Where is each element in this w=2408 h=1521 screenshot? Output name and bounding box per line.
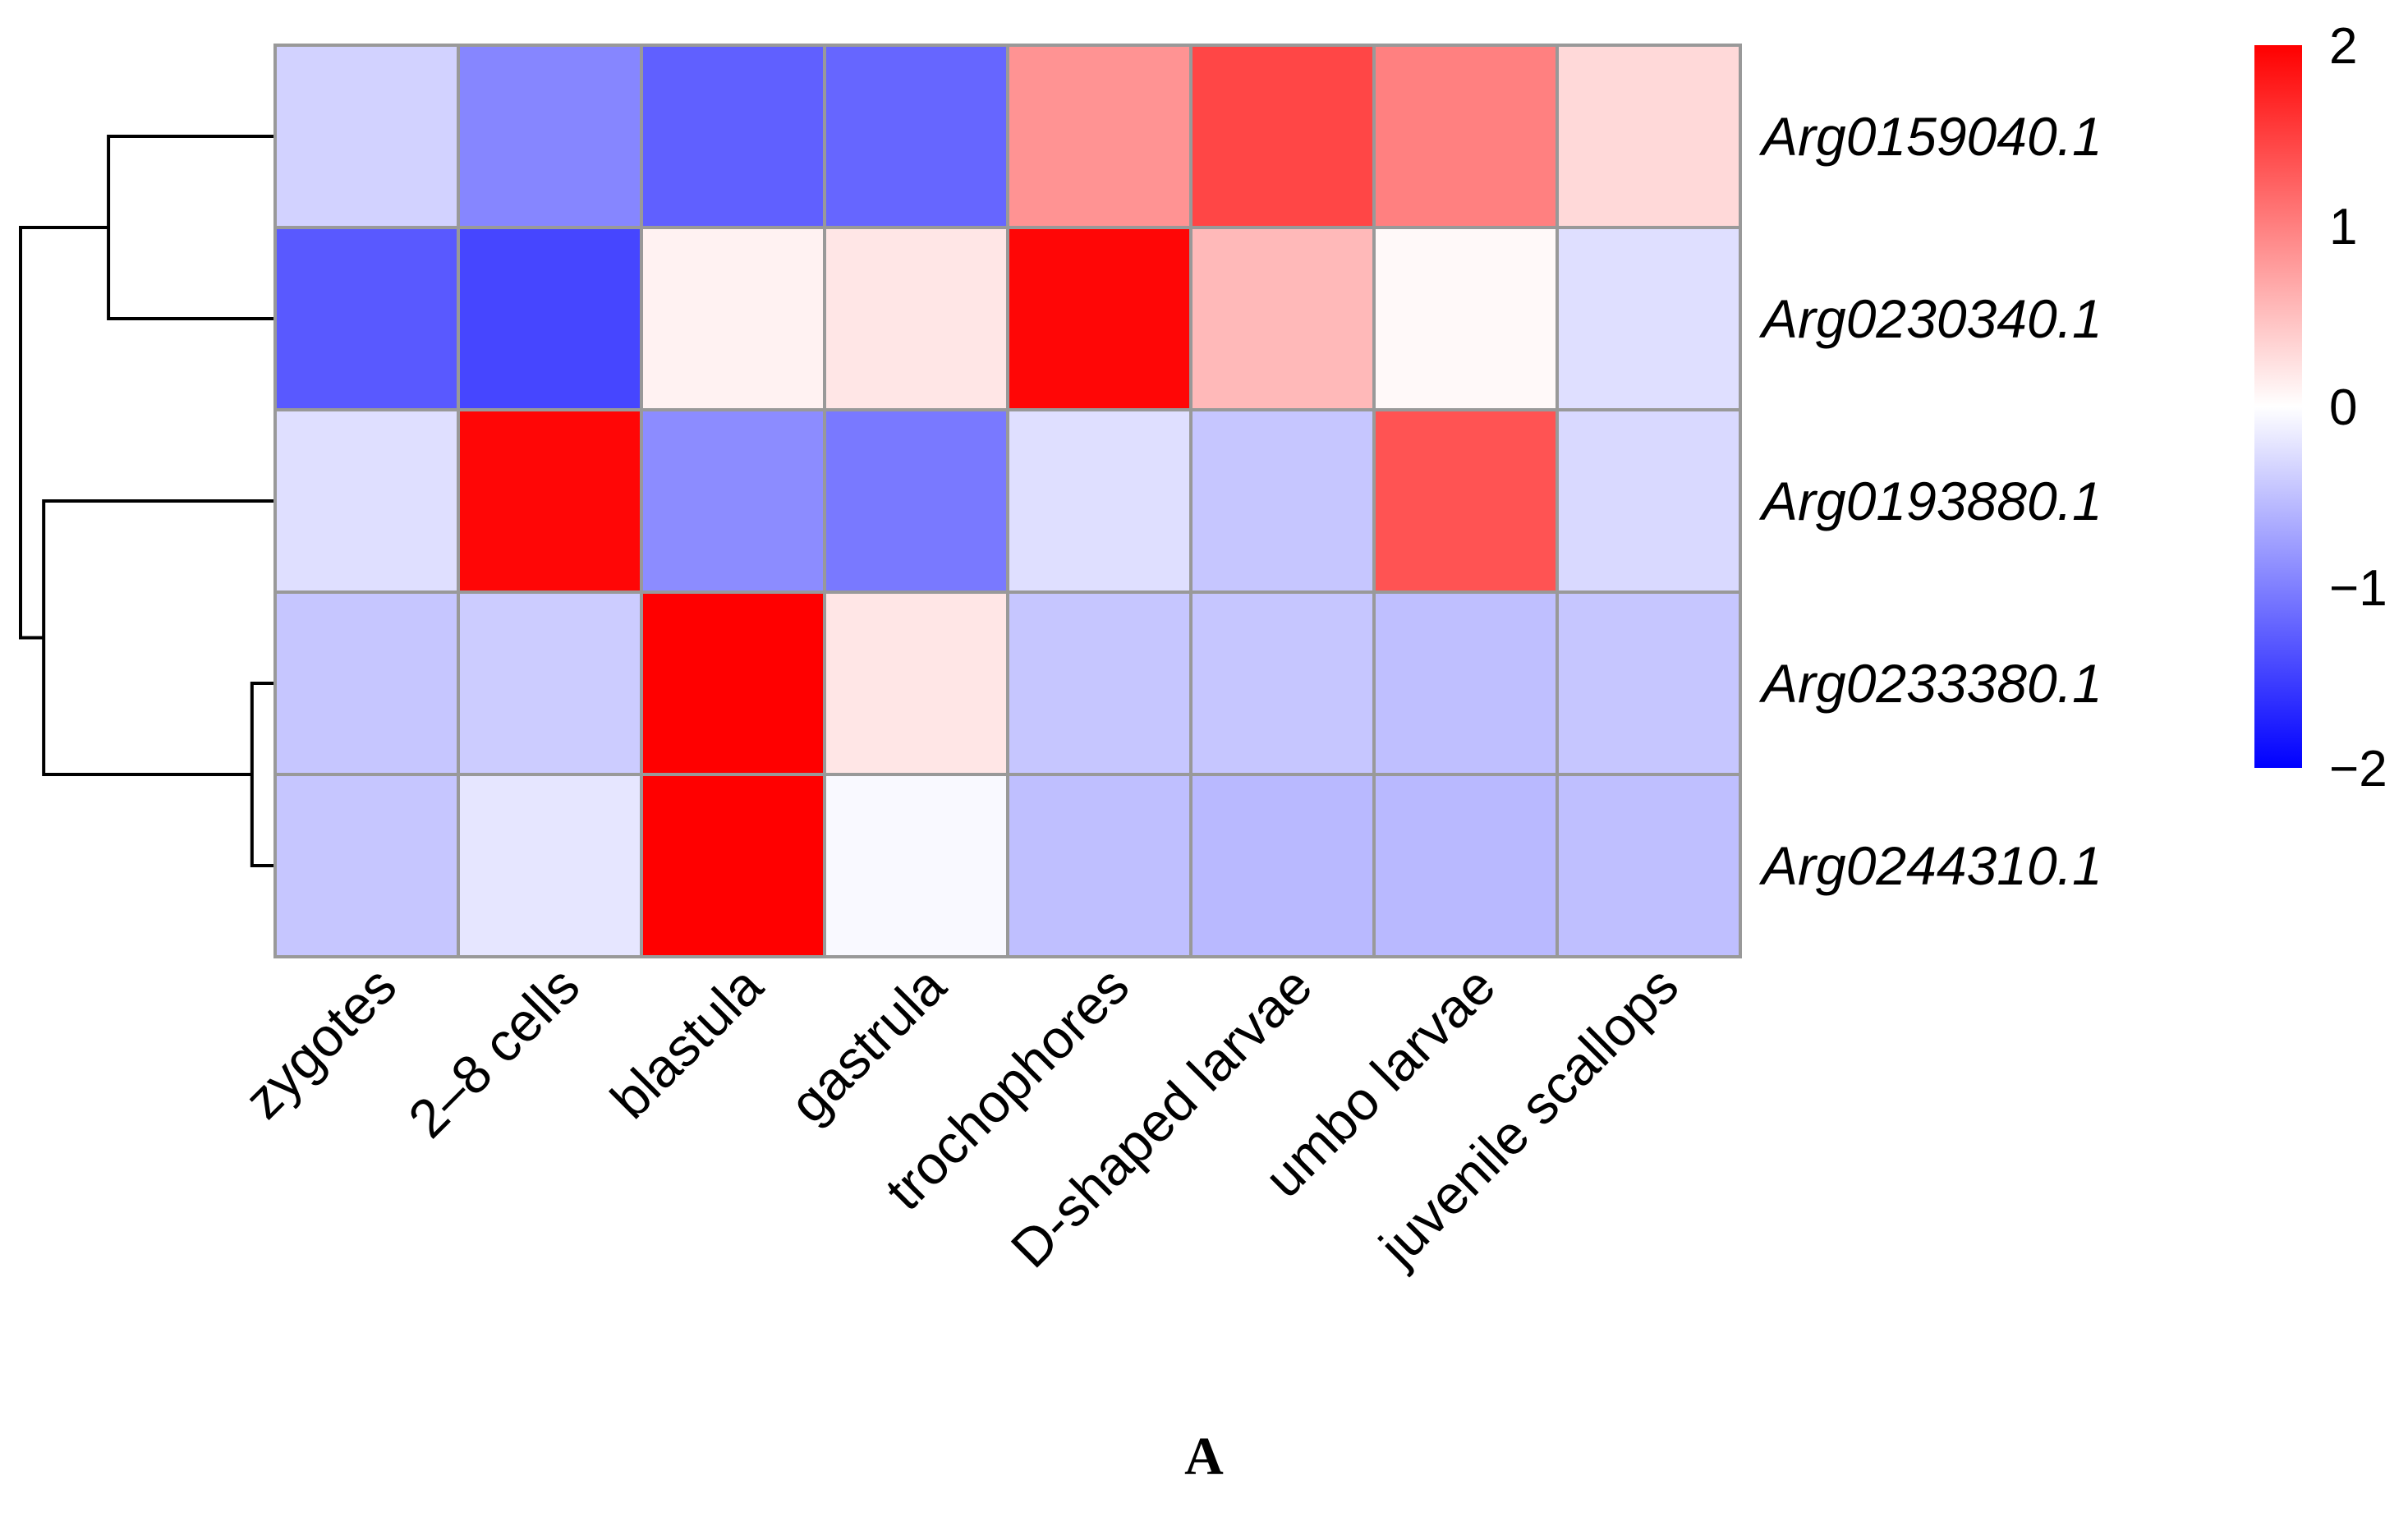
heatmap-cell xyxy=(457,44,643,229)
heatmap-cell xyxy=(1006,590,1193,776)
row-labels: Arg0159040.1 Arg0230340.1 Arg0193880.1 Arg0… xyxy=(1758,106,2102,896)
heatmap-cell xyxy=(1372,44,1559,229)
row-label: Arg0230340.1 xyxy=(1758,288,2102,349)
heatmap-cell xyxy=(1189,773,1376,958)
heatmap-cell xyxy=(1556,226,1742,411)
column-label: zygotes xyxy=(232,955,407,1130)
heatmap-cell xyxy=(1372,590,1559,776)
colorbar-tick-label: −2 xyxy=(2329,741,2387,797)
heatmap-cells xyxy=(273,44,1742,958)
heatmap-cell xyxy=(1189,408,1376,594)
heatmap-cell xyxy=(1189,44,1376,229)
heatmap-cell xyxy=(457,226,643,411)
heatmap-cell xyxy=(640,44,826,229)
heatmap-cell xyxy=(273,408,460,594)
heatmap-cell xyxy=(823,773,1009,958)
heatmap-cell xyxy=(1189,590,1376,776)
heatmap-cell xyxy=(457,773,643,958)
heatmap-cell xyxy=(823,408,1009,594)
heatmap-cell xyxy=(640,590,826,776)
dendrogram-branch xyxy=(107,135,275,320)
heatmap-cell xyxy=(1006,408,1193,594)
colorbar-tick-label: 0 xyxy=(2329,379,2357,436)
row-label: Arg0193880.1 xyxy=(1758,471,2102,531)
heatmap-cell xyxy=(273,226,460,411)
heatmap-cell xyxy=(1372,408,1559,594)
heatmap-cell xyxy=(823,226,1009,411)
colorbar-tick-label: 1 xyxy=(2329,199,2357,255)
heatmap-cell xyxy=(640,408,826,594)
colorbar-tick-label: −1 xyxy=(2329,560,2387,617)
dendrogram-branch xyxy=(250,682,275,867)
dendrogram-branch xyxy=(19,226,109,640)
heatmap-cell xyxy=(1006,226,1193,411)
heatmap-cell xyxy=(823,590,1009,776)
panel-label: A xyxy=(1184,1427,1224,1487)
heatmap-cell xyxy=(640,226,826,411)
heatmap-cell xyxy=(273,44,460,229)
heatmap-cell xyxy=(457,408,643,594)
heatmap-cell xyxy=(823,44,1009,229)
colorbar-legend: 2 1 0 −1 −2 xyxy=(2254,18,2387,797)
heatmap-cell xyxy=(640,773,826,958)
colorbar-gradient xyxy=(2254,45,2302,768)
dendrogram-branch xyxy=(42,499,275,776)
heatmap-cell xyxy=(1556,44,1742,229)
heatmap-cell xyxy=(1372,226,1559,411)
row-label: Arg0159040.1 xyxy=(1758,106,2102,167)
heatmap-cell xyxy=(273,590,460,776)
heatmap-cell xyxy=(273,773,460,958)
heatmap-cell xyxy=(457,590,643,776)
heatmap-cell xyxy=(1556,773,1742,958)
colorbar-tick-label: 2 xyxy=(2329,18,2357,75)
row-label: Arg0244310.1 xyxy=(1758,835,2102,896)
heatmap-cell xyxy=(1556,408,1742,594)
heatmap-cell xyxy=(1006,44,1193,229)
row-dendrogram xyxy=(19,135,275,867)
column-label: blastula xyxy=(599,954,774,1129)
heatmap-cell xyxy=(1006,773,1193,958)
column-label: gastrula xyxy=(778,954,958,1134)
row-label: Arg0233380.1 xyxy=(1758,653,2102,714)
heatmap-cell xyxy=(1189,226,1376,411)
heatmap-cell xyxy=(1372,773,1559,958)
column-label: 2–8 cells xyxy=(397,955,591,1150)
heatmap-cell xyxy=(1556,590,1742,776)
